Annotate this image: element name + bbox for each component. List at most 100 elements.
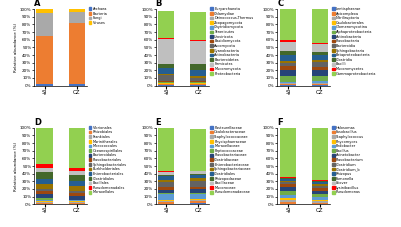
Bar [158,202,174,204]
Bar [280,76,296,82]
Bar [190,40,206,41]
Bar [36,194,53,198]
Bar [280,40,296,42]
Legend: Archaea, Bacteria, Fungi, Viruses: Archaea, Bacteria, Fungi, Viruses [89,7,107,25]
Bar [312,81,328,83]
Bar [36,189,53,191]
Bar [312,203,328,204]
Bar [312,194,328,197]
Text: D: D [34,118,41,127]
Bar [158,200,174,201]
Bar [190,200,206,201]
Bar [69,12,85,23]
Bar [312,181,328,182]
Bar [312,186,328,188]
Text: C: C [277,0,284,8]
Bar [69,200,85,201]
Bar [158,84,174,85]
Bar [190,178,206,180]
Y-axis label: Relative abundance (%): Relative abundance (%) [14,23,18,72]
Bar [190,189,206,193]
Bar [36,200,53,201]
Bar [280,128,296,177]
Bar [312,84,328,85]
Bar [312,43,328,44]
Bar [312,9,328,43]
Y-axis label: Relative abundance (%): Relative abundance (%) [14,141,18,191]
Bar [158,175,174,176]
Bar [280,190,296,195]
Bar [280,69,296,76]
Bar [190,64,206,69]
Bar [190,84,206,85]
Bar [158,39,174,64]
Bar [158,38,174,39]
Bar [69,175,85,181]
Text: F: F [277,118,283,127]
Bar [190,203,206,204]
Bar [280,82,296,83]
Bar [190,78,206,81]
Bar [312,197,328,200]
Bar [158,193,174,194]
Bar [312,182,328,184]
Bar [69,196,85,200]
Legend: Euryarchaeota, Chlamydiae, Deinococcus-Thermus, Zoopagomycota, Chytridiomycota, : Euryarchaeota, Chlamydiae, Deinococcus-T… [211,7,253,76]
Bar [312,62,328,67]
Bar [158,68,174,74]
Bar [158,190,174,193]
Bar [69,23,85,84]
Bar [69,186,85,190]
Bar [69,9,85,12]
Bar [190,193,206,194]
Bar [36,203,53,204]
Bar [280,184,296,187]
Bar [36,191,53,194]
Bar [190,175,206,178]
Bar [280,187,296,190]
Bar [36,128,53,165]
Bar [280,182,296,184]
Bar [280,200,296,202]
Bar [190,82,206,83]
Bar [158,11,174,38]
Bar [158,82,174,83]
Bar [69,171,85,175]
Bar [36,9,53,13]
Bar [280,55,296,61]
Bar [280,180,296,182]
Bar [69,168,85,171]
Bar [36,198,53,200]
Bar [312,60,328,62]
Text: A: A [34,0,41,8]
Bar [190,128,206,171]
Bar [158,128,174,171]
Bar [158,85,174,86]
Bar [312,128,328,180]
Bar [280,177,296,178]
Bar [190,201,206,203]
Bar [158,188,174,190]
Bar [190,69,206,76]
Bar [312,180,328,181]
Bar [190,81,206,82]
Bar [280,63,296,67]
Bar [190,12,206,40]
Bar [158,182,174,188]
Bar [312,44,328,52]
Bar [190,187,206,189]
Bar [280,195,296,198]
Bar [158,171,174,172]
Bar [190,194,206,199]
Bar [312,190,328,194]
Bar [158,81,174,82]
Bar [190,76,206,78]
Bar [36,84,53,86]
Bar [280,51,296,55]
Bar [190,41,206,64]
Bar [69,202,85,203]
Bar [280,84,296,85]
Legend: Lentisphaerae, Apicomplexa, Nitriliruptoria, Caulobacterales, Glomeromycotina, A: Lentisphaerae, Apicomplexa, Nitrilirupto… [332,7,376,76]
Legend: Pasteurellaceae, Oxalobacteraceae, Staphylococcaceae, Phycisphaeraceae, Moraxell: Pasteurellaceae, Oxalobacteraceae, Staph… [211,126,252,194]
Bar [312,85,328,86]
